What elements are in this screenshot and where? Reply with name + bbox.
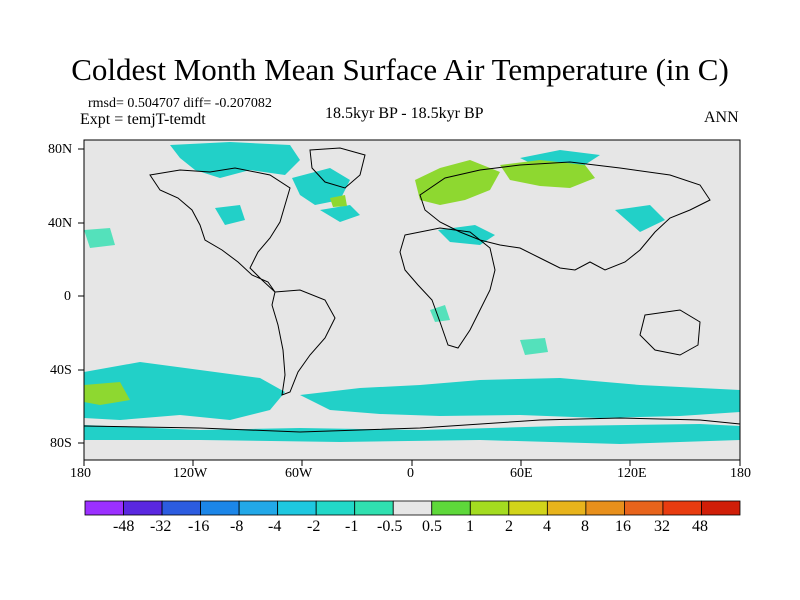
colorbar-label: -2 (307, 518, 321, 535)
colorbar-label: 0.5 (422, 518, 442, 535)
lat-label-80n: 80N (48, 142, 73, 157)
colorbar-swatch (431, 500, 471, 516)
season-label: ANN (704, 109, 739, 126)
south-pacific-warm-patch (84, 382, 130, 405)
colorbar-label: -16 (188, 518, 210, 535)
north-atlantic-patch (320, 205, 360, 222)
lat-label-40n: 40N (48, 216, 73, 231)
axis-ticks (78, 148, 741, 466)
pacific-patch (84, 228, 115, 248)
colorbar-swatch (354, 500, 394, 516)
colorbar-swatch (315, 500, 356, 516)
colorbar-label: 8 (581, 518, 589, 535)
south-america-coast (271, 289, 336, 396)
colorbar-swatch (508, 500, 548, 516)
scandinavia-warm-patch (415, 160, 500, 205)
colorbar-swatch (624, 500, 664, 516)
greenland-coast (309, 147, 366, 189)
colorbar-swatch (123, 500, 163, 516)
antarctic-margin-patch (84, 424, 740, 444)
lon-label-180e: 180 (730, 466, 751, 481)
colorbar-swatch (200, 500, 240, 516)
atlantic-warm-patch (330, 195, 347, 207)
colorbar-label: 32 (654, 518, 670, 535)
lon-label-60e: 60E (510, 466, 533, 481)
southern-ocean-patch (300, 378, 740, 418)
lon-label-120w: 120W (173, 466, 208, 481)
colorbar-swatch (701, 500, 741, 516)
colorbar-swatch (662, 500, 702, 516)
labrador-patch (292, 168, 350, 205)
north-america-coast (149, 167, 291, 293)
colorbar-label: 4 (543, 518, 551, 535)
colorbar-label: 16 (615, 518, 631, 535)
lon-label-120e: 120E (617, 466, 647, 481)
experiment-line: Expt = temjT-temdt (80, 111, 206, 128)
colorbar-swatch (469, 500, 510, 516)
stats-line: rmsd= 0.504707 diff= -0.207082 (88, 96, 272, 111)
colorbar-label: 2 (505, 518, 513, 535)
lat-label-80s: 80S (50, 436, 72, 451)
cool-anomaly-regions (84, 142, 740, 444)
warm-anomaly-regions (84, 160, 595, 405)
colorbar-label: -8 (230, 518, 244, 535)
colorbar-label: -48 (113, 518, 135, 535)
lat-label-40s: 40S (50, 363, 72, 378)
colorbar-label: 1 (466, 518, 474, 535)
colorbar-label: -1 (345, 518, 359, 535)
south-pacific-patch (84, 362, 285, 420)
colorbar-label: -32 (150, 518, 172, 535)
colorbar-label: -0.5 (377, 518, 403, 535)
lon-label-60w: 60W (285, 466, 313, 481)
indian-ocean-patch (520, 338, 548, 355)
russia-warm-patch (500, 160, 595, 188)
lon-label-180w: 180 (70, 466, 91, 481)
period-label: 18.5kyr BP - 18.5kyr BP (325, 105, 484, 122)
antarctica-coast (83, 417, 741, 433)
colorbar-swatch (238, 500, 279, 516)
colorbar-swatch (277, 500, 317, 516)
lon-label-0: 0 (407, 466, 414, 481)
colorbar-label: 48 (692, 518, 708, 535)
colorbar-swatch (546, 500, 587, 516)
colorbar-swatch (585, 500, 625, 516)
eurasia-coast (419, 161, 711, 271)
north-america-patch (215, 205, 245, 225)
colorbar-swatch (84, 500, 124, 516)
australia-coast (639, 309, 701, 356)
colorbar-swatch (161, 500, 201, 516)
east-asia-patch (615, 205, 665, 232)
lat-label-0: 0 (64, 289, 71, 304)
map-title: Coldest Month Mean Surface Air Temperatu… (71, 52, 729, 87)
arctic-canada-patch (170, 142, 300, 178)
colorbar (84, 500, 741, 516)
colorbar-swatch (392, 500, 433, 516)
coastlines (83, 147, 741, 433)
colorbar-label: -4 (268, 518, 282, 535)
